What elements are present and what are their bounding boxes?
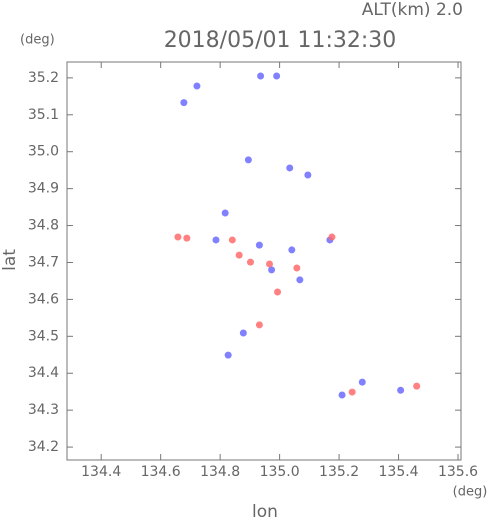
x-tick-label: 135.4 [379,464,419,480]
y-axis-label: lat [0,249,20,271]
y-unit: (deg) [20,33,55,48]
x-tick-label: 135.6 [438,464,478,480]
y-tick-label: 35.0 [28,144,59,160]
y-tick-label: 34.5 [28,328,59,344]
y-tick-label: 35.2 [28,70,59,86]
plot-frame [66,61,462,461]
echo-point [183,234,191,242]
echo-point [244,156,252,164]
echo-point [397,386,405,394]
y-tick-label: 34.6 [28,291,59,307]
y-tick-label: 35.1 [28,107,59,123]
x-tick-label: 134.8 [200,464,240,480]
echo-point [193,82,201,90]
echo-point [328,233,336,241]
chart-title: 2018/05/01 11:32:30 [164,28,397,53]
echo-point [304,171,312,179]
y-tick-label: 34.9 [28,181,59,197]
echo-point [286,164,294,172]
y-tick-label: 34.8 [28,218,59,234]
echo-point [180,99,188,107]
x-unit: (deg) [453,485,488,500]
y-tick-label: 34.7 [28,254,59,270]
echo-point [358,378,366,386]
x-tick-label: 134.6 [141,464,181,480]
y-tick-label: 34.2 [28,439,59,455]
echo-point [174,233,182,241]
echo-point [296,276,304,284]
echo-point [274,288,282,296]
echo-point [246,258,254,266]
echo-point [266,260,274,268]
echo-point [293,264,301,272]
echo-point [255,321,263,329]
y-tick-label: 34.3 [28,402,59,418]
echo-point [413,382,421,390]
echo-point [212,236,220,244]
echo-point [348,388,356,396]
x-tick-label: 135.0 [260,464,300,480]
echo-point [288,246,296,254]
echo-point [273,72,281,80]
echo-point [221,209,229,217]
echo-point [224,351,232,359]
echo-point [255,241,263,249]
echo-point [228,236,236,244]
echo-point [338,391,346,399]
echo-point [268,266,276,274]
echo-point [235,251,243,259]
altitude-label: ALT(km) 2.0 [362,0,463,20]
echo-point [257,72,265,80]
y-tick-label: 34.4 [28,365,59,381]
x-axis-label: lon [252,502,278,521]
x-tick-label: 134.4 [81,464,121,480]
echo-point [239,329,247,337]
x-tick-label: 135.2 [319,464,359,480]
